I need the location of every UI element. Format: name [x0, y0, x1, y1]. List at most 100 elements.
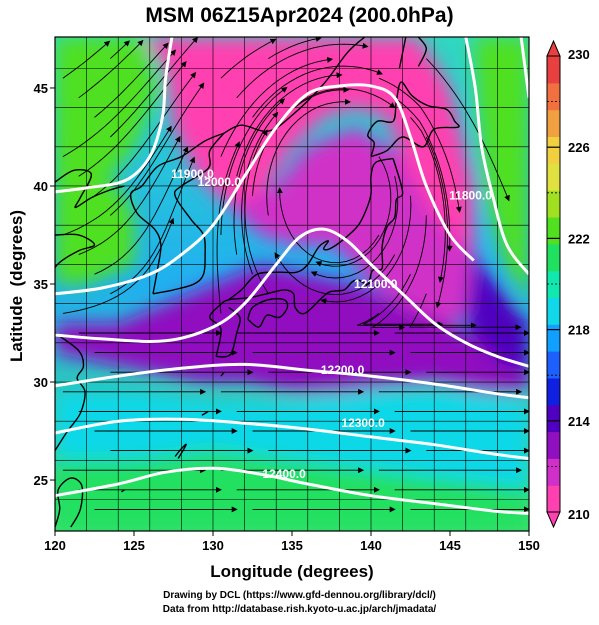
contour-label: 11900.0 — [171, 167, 214, 181]
x-tick-label: 130 — [202, 538, 224, 553]
streamline — [394, 97, 453, 252]
x-tick-label: 140 — [360, 538, 382, 553]
coastline — [398, 37, 407, 69]
coastline — [174, 443, 187, 459]
streamline — [268, 37, 322, 59]
colorbar-label: 226 — [568, 140, 590, 155]
streamline — [371, 215, 427, 331]
height-contour — [464, 37, 529, 276]
streamline — [410, 117, 446, 283]
streamline — [94, 146, 189, 275]
colorbar-segment — [547, 56, 560, 84]
streamline — [78, 39, 144, 99]
coastline — [55, 233, 96, 269]
x-tick-label: 150 — [518, 538, 540, 553]
colorbar-segment — [547, 243, 560, 272]
x-tick-label: 145 — [439, 538, 461, 553]
y-axis-ticks: 25 30 35 40 45 — [34, 81, 55, 488]
y-axis-label: Latitude (degrees) — [7, 210, 26, 362]
coastline — [417, 37, 428, 67]
height-contour — [55, 227, 529, 368]
colorbar-segment — [547, 377, 560, 406]
y-tick-label: 25 — [34, 473, 48, 488]
colorbar-min-arrow — [546, 511, 561, 529]
streamline — [62, 40, 111, 79]
coastline — [152, 132, 225, 295]
credit-data: Data from http://database.rish.kyoto-u.a… — [162, 604, 437, 615]
streamline — [241, 111, 279, 275]
colorbar-segment — [547, 485, 560, 513]
streamline — [62, 125, 172, 236]
x-tick-label: 135 — [281, 538, 303, 553]
colorbar-segment — [547, 82, 560, 111]
streamline — [78, 61, 187, 177]
colorbar-segment — [547, 458, 560, 486]
height-contour — [55, 83, 475, 296]
streamline — [109, 40, 131, 59]
colorbar-segment — [547, 136, 560, 164]
temperature-region — [141, 37, 474, 255]
streamline — [252, 65, 383, 118]
height-contour — [55, 417, 529, 460]
streamline — [378, 77, 462, 213]
streamline — [109, 37, 199, 138]
streamline — [409, 293, 522, 331]
height-contour — [55, 37, 174, 194]
streamline — [94, 71, 197, 197]
coastline — [223, 37, 366, 134]
colorbar-segment — [547, 351, 560, 379]
streamline — [310, 176, 399, 279]
contour-label: 12300.0 — [341, 416, 385, 430]
coastline — [228, 157, 394, 301]
height-contour — [55, 466, 529, 515]
streamline — [78, 135, 181, 256]
x-tick-label: 120 — [44, 538, 66, 553]
map-title: MSM 06Z15Apr2024 (200.0hPa) — [145, 4, 454, 27]
contour-label: 12100.0 — [354, 277, 398, 291]
lat-lon-grid — [55, 37, 529, 531]
streamline — [236, 42, 369, 99]
coastline — [367, 81, 460, 158]
streamline — [236, 72, 343, 177]
colorbar-segment — [547, 109, 560, 137]
contour-label: 12200.0 — [321, 363, 365, 377]
colorbar-label: 218 — [568, 323, 590, 338]
streamline — [266, 98, 351, 216]
streamline — [94, 42, 169, 118]
colorbar-segment — [547, 297, 560, 325]
contour-label: 12400.0 — [262, 467, 306, 481]
colorbar-label: 230 — [568, 47, 590, 62]
y-tick-label: 40 — [34, 179, 48, 194]
streamline — [62, 217, 175, 314]
colorbar-segment — [547, 190, 560, 218]
colorbar-segment — [547, 404, 560, 433]
colorbar-segment — [547, 431, 560, 459]
streamline — [425, 58, 510, 202]
coastline — [247, 298, 289, 328]
streamline — [109, 82, 205, 216]
y-tick-label: 30 — [34, 375, 48, 390]
temperature-region — [55, 37, 158, 186]
streamline — [216, 141, 240, 314]
streamline — [363, 273, 444, 328]
streamline — [62, 49, 177, 157]
colorbar: 210 214 218 222 226 230 — [546, 39, 590, 529]
streamline — [220, 86, 288, 236]
colorbar-segment — [547, 216, 560, 245]
x-axis-label: Longitude (degrees) — [210, 562, 373, 581]
y-tick-label: 35 — [34, 277, 48, 292]
streamline — [315, 156, 392, 267]
colorbar-segment — [547, 270, 560, 298]
temperature-region — [473, 37, 529, 304]
credit-drawing: Drawing by DCL (https://www.gfd-dennou.o… — [163, 590, 436, 601]
contour-label: 12000.0 — [198, 175, 242, 189]
streamline — [244, 129, 269, 295]
streamline — [220, 38, 277, 79]
x-tick-label: 125 — [123, 538, 145, 553]
x-axis-ticks: 120 125 130 135 140 145 150 — [44, 531, 540, 553]
y-tick-label: 45 — [34, 81, 48, 96]
wind-streamlines — [62, 37, 529, 513]
colorbar-segment — [547, 163, 560, 191]
